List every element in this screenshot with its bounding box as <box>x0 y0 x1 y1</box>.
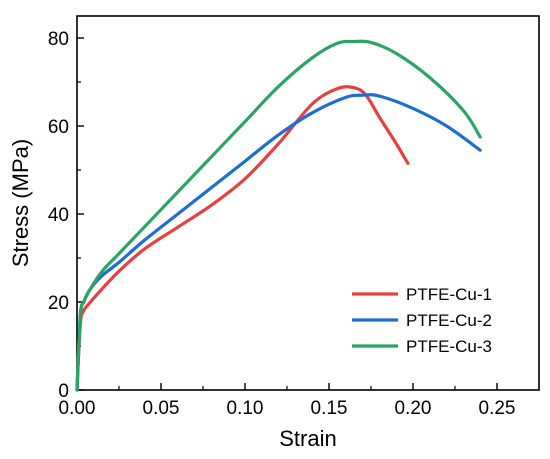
x-axis-title: Strain <box>279 426 336 451</box>
y-tick-label: 40 <box>48 205 69 226</box>
y-tick-label: 80 <box>48 29 69 50</box>
x-tick-label: 0.15 <box>311 398 348 419</box>
plot-area-frame <box>76 15 540 391</box>
series-lines <box>75 39 482 392</box>
series-line-3 <box>75 39 482 392</box>
legend-label: PTFE-Cu-3 <box>406 337 492 356</box>
x-tick-label: 0.25 <box>479 398 516 419</box>
x-tick-label: 0.20 <box>395 398 432 419</box>
legend-label: PTFE-Cu-2 <box>406 311 492 330</box>
y-tick-label: 60 <box>48 117 69 138</box>
x-tick-label: 0.10 <box>227 398 264 419</box>
y-tick-label: 0 <box>58 381 69 402</box>
y-tick-label: 20 <box>48 293 69 314</box>
x-tick-label: 0.05 <box>143 398 180 419</box>
y-axis-title: Stress (MPa) <box>8 139 33 267</box>
legend: PTFE-Cu-1 PTFE-Cu-2 PTFE-Cu-3 <box>352 285 492 356</box>
axis-tick-labels: 0.00 0.05 0.10 0.15 0.20 0.25 0 20 40 60 80 <box>48 29 516 419</box>
legend-label: PTFE-Cu-1 <box>406 285 492 304</box>
x-tick-label: 0.00 <box>59 398 96 419</box>
